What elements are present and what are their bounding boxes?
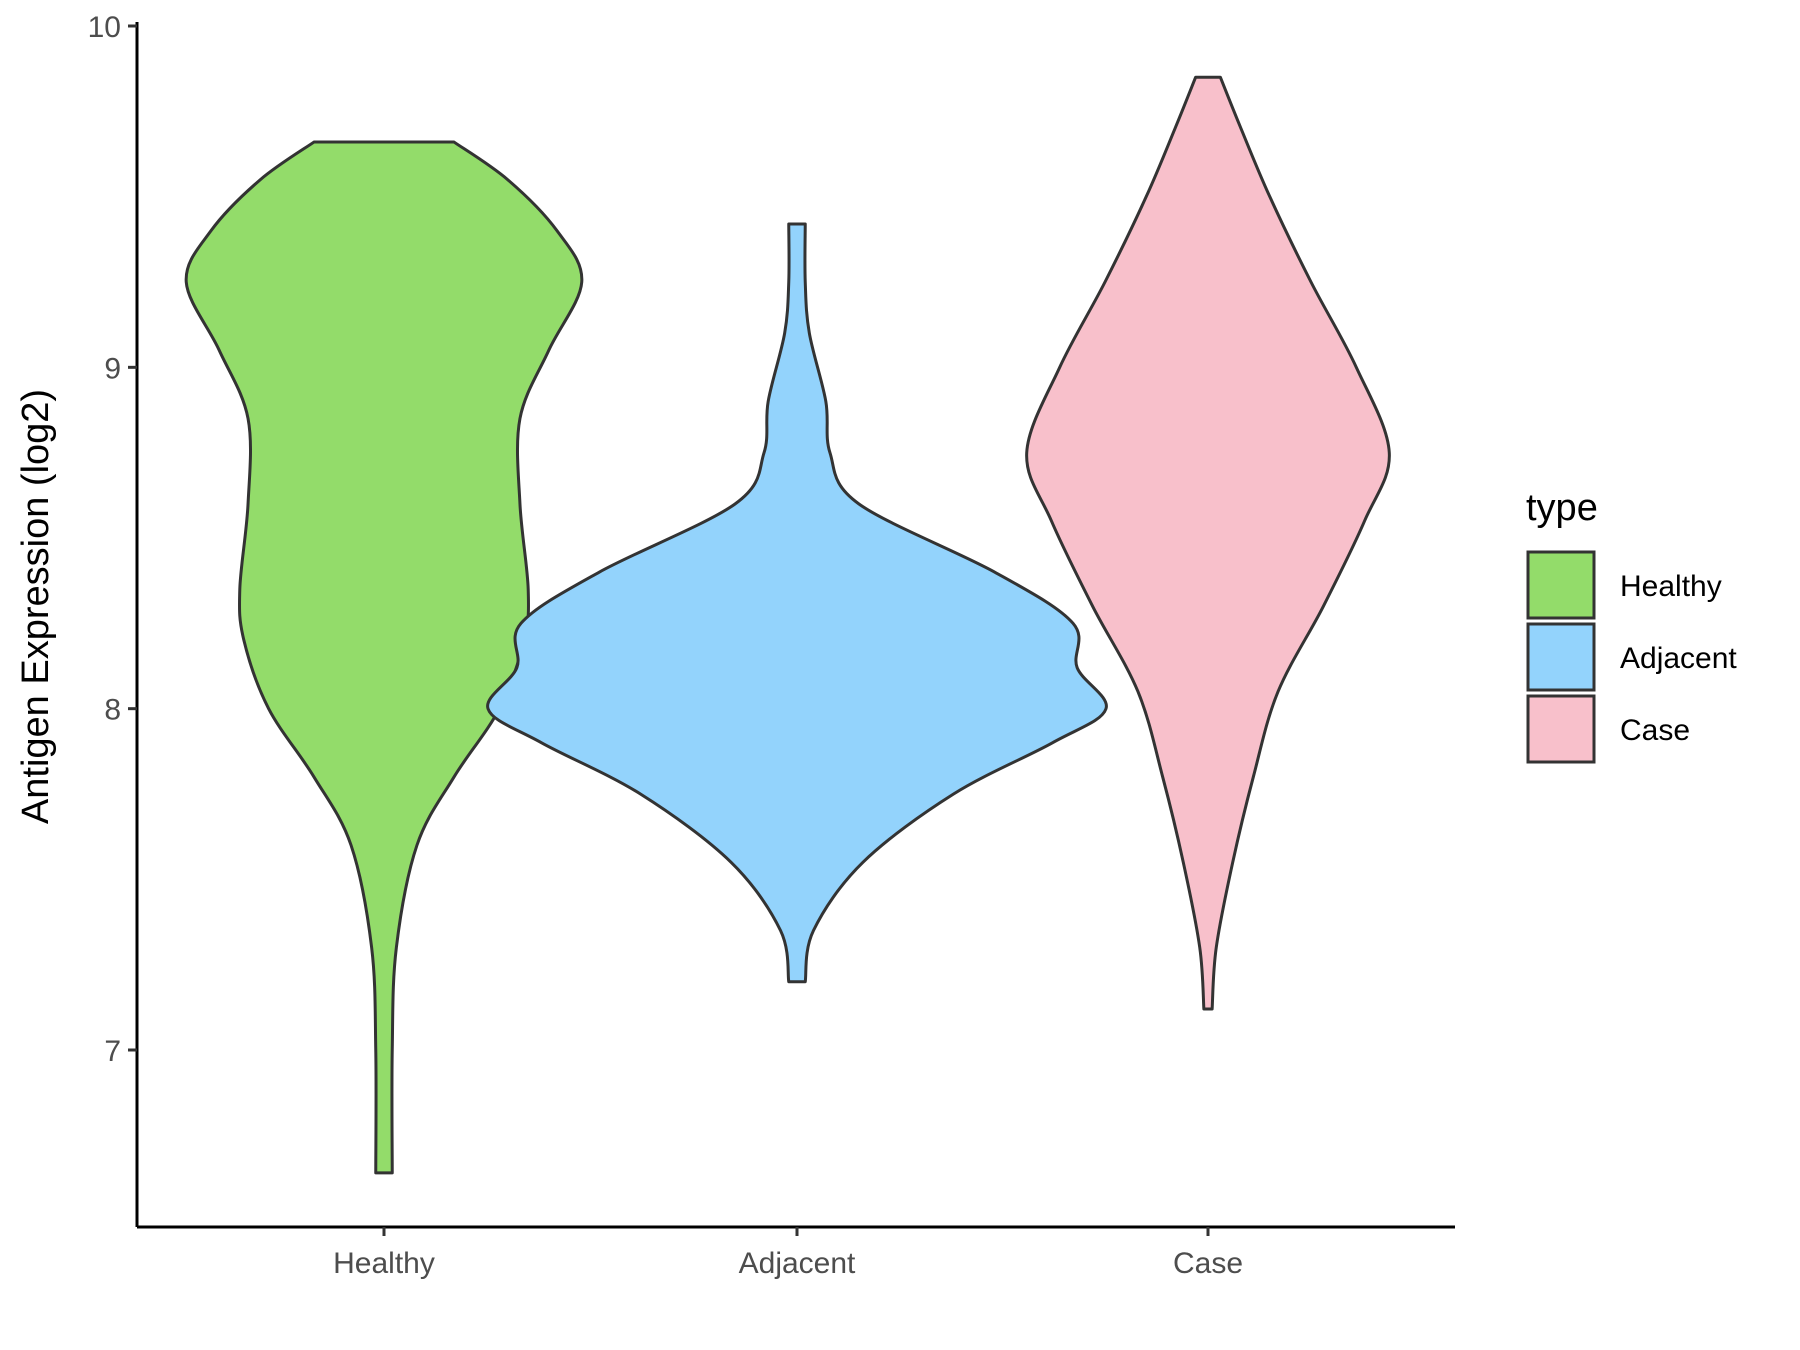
legend-swatch-case	[1526, 694, 1596, 764]
x-tick-label: Case	[1173, 1247, 1243, 1280]
legend-swatch-adjacent	[1526, 622, 1596, 692]
violin-adjacent	[486, 222, 1108, 984]
x-ticks: Healthy Adjacent Case	[333, 1227, 1243, 1280]
legend-title: type	[1526, 487, 1598, 529]
legend-label-healthy: Healthy	[1620, 570, 1722, 603]
y-axis-title: Antigen Expression (log2)	[15, 389, 57, 824]
axes: 7 8 9 10 Healthy Adjacent Case	[88, 11, 1455, 1280]
legend-entries: Healthy Adjacent Case	[1526, 550, 1737, 764]
x-tick-label: Adjacent	[739, 1247, 856, 1280]
y-tick-label: 9	[104, 352, 121, 385]
x-tick-label: Healthy	[333, 1247, 435, 1280]
violin-case	[1025, 75, 1391, 1011]
violin-healthy	[184, 140, 584, 1175]
y-tick-label: 8	[104, 694, 121, 727]
y-tick-label: 10	[88, 11, 121, 44]
violin-layer	[184, 75, 1391, 1175]
y-tick-label: 7	[104, 1035, 121, 1068]
y-ticks: 7 8 9 10	[88, 11, 137, 1068]
legend-label-case: Case	[1620, 714, 1690, 747]
legend-swatch-healthy	[1526, 550, 1596, 620]
legend-label-adjacent: Adjacent	[1620, 642, 1737, 675]
legend: type Healthy Adjacent Case	[1526, 487, 1737, 764]
